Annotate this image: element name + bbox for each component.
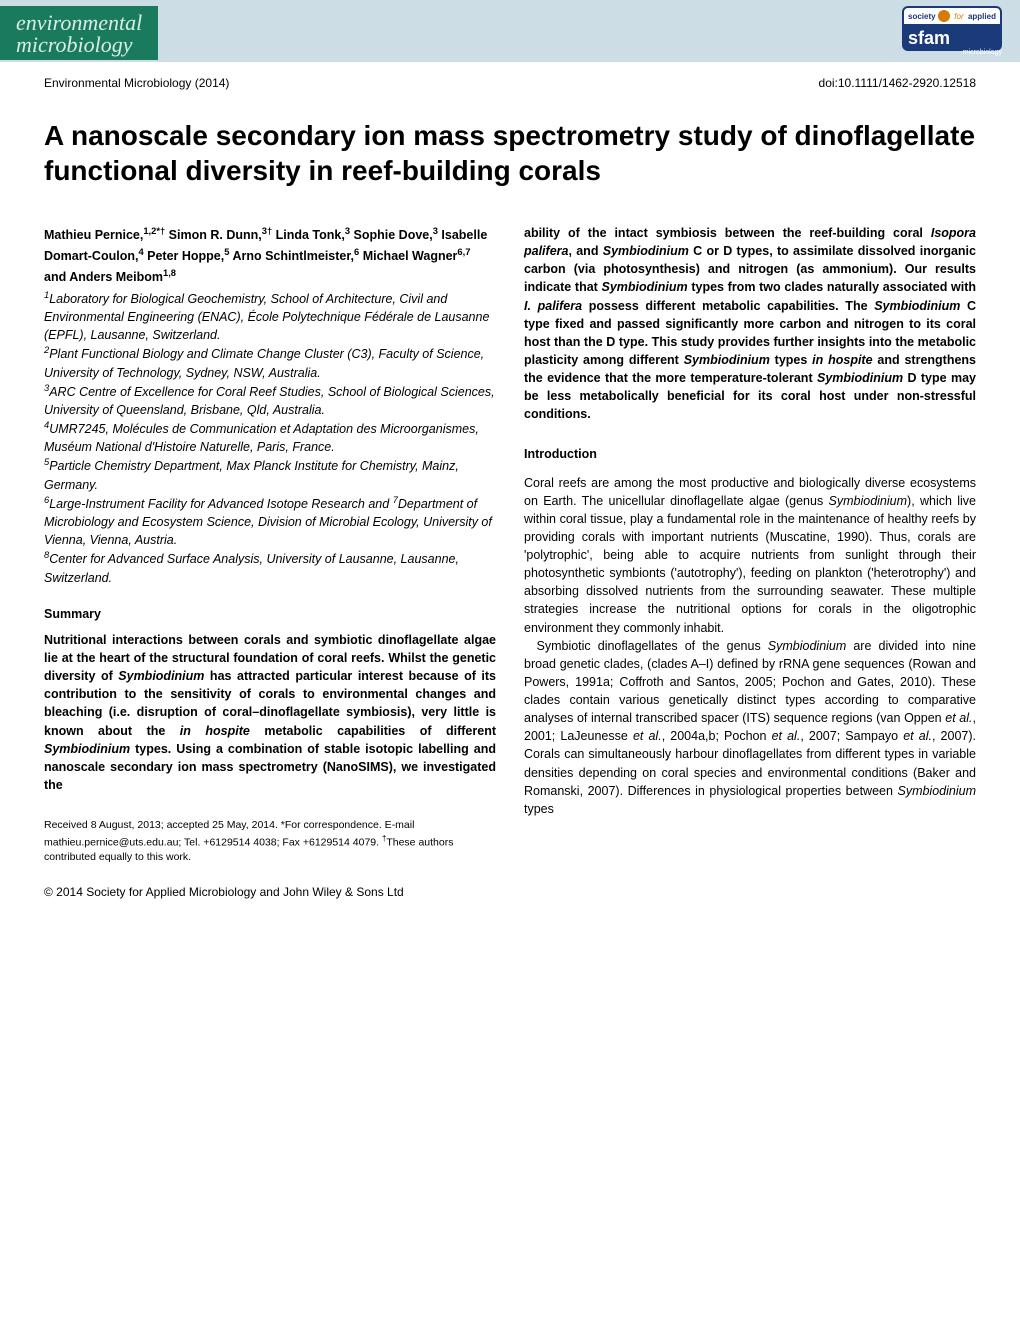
left-column: Mathieu Pernice,1,2*† Simon R. Dunn,3† L… — [44, 224, 496, 865]
header-bar: environmental microbiology society for a… — [0, 0, 1020, 62]
affiliation: 8Center for Advanced Surface Analysis, U… — [44, 549, 496, 586]
copyright: © 2014 Society for Applied Microbiology … — [44, 885, 976, 899]
affiliation: 4UMR7245, Molécules de Communication et … — [44, 419, 496, 456]
doi: doi:10.1111/1462-2920.12518 — [819, 76, 976, 90]
journal-name-line2: microbiology — [16, 34, 142, 56]
affiliation: 2Plant Functional Biology and Climate Ch… — [44, 344, 496, 381]
affiliation: 1Laboratory for Biological Geochemistry,… — [44, 289, 496, 345]
introduction-body: Coral reefs are among the most productiv… — [524, 474, 976, 818]
logo-circle-icon — [938, 10, 950, 22]
affiliation: 3ARC Centre of Excellence for Coral Reef… — [44, 382, 496, 419]
logo-for-text: for — [954, 12, 963, 21]
content-columns: Mathieu Pernice,1,2*† Simon R. Dunn,3† L… — [44, 224, 976, 865]
journal-banner: environmental microbiology — [0, 6, 158, 60]
summary-heading: Summary — [44, 605, 496, 623]
intro-paragraph: Symbiotic dinoflagellates of the genus S… — [524, 637, 976, 818]
author-list: Mathieu Pernice,1,2*† Simon R. Dunn,3† L… — [44, 224, 496, 287]
logo-sfam-text: sfam — [908, 28, 950, 49]
summary-body: Nutritional interactions between corals … — [44, 631, 496, 794]
correspondence-footnote: Received 8 August, 2013; accepted 25 May… — [44, 818, 496, 865]
right-column: ability of the intact symbiosis between … — [524, 224, 976, 865]
affiliations: 1Laboratory for Biological Geochemistry,… — [44, 289, 496, 587]
introduction-heading: Introduction — [524, 445, 976, 463]
journal-name-line1: environmental — [16, 12, 142, 34]
logo-society-text: society — [908, 12, 936, 21]
article-title: A nanoscale secondary ion mass spectrome… — [44, 118, 976, 188]
abstract-continuation: ability of the intact symbiosis between … — [524, 224, 976, 423]
sfam-logo: society for applied sfam microbiology — [902, 6, 1002, 58]
logo-sub-text: microbiology — [902, 49, 1002, 56]
logo-applied-text: applied — [968, 12, 996, 21]
sfam-logo-top: society for applied — [902, 6, 1002, 26]
affiliation: 5Particle Chemistry Department, Max Plan… — [44, 456, 496, 493]
meta-row: Environmental Microbiology (2014) doi:10… — [44, 76, 976, 90]
journal-year: Environmental Microbiology (2014) — [44, 76, 229, 90]
affiliation: 6Large-Instrument Facility for Advanced … — [44, 494, 496, 550]
intro-paragraph: Coral reefs are among the most productiv… — [524, 474, 976, 637]
sfam-logo-bottom: sfam — [902, 26, 1002, 51]
